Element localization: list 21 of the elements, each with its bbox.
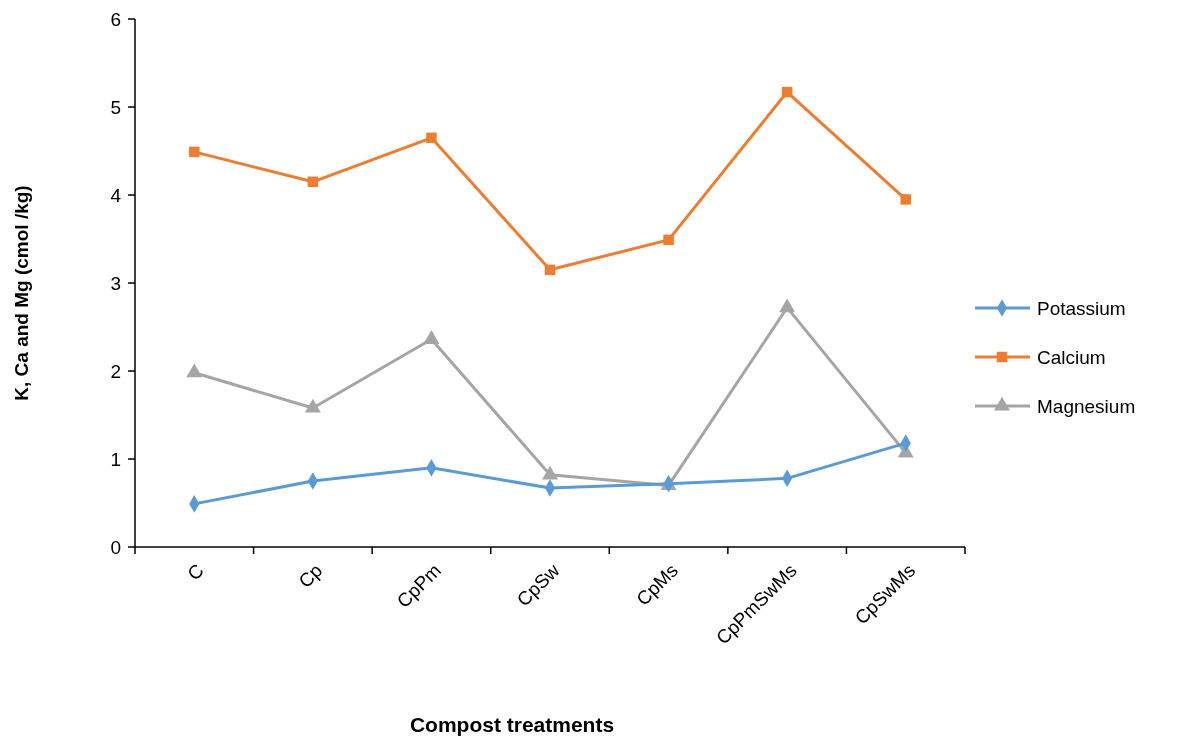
point <box>663 234 674 246</box>
point <box>781 86 793 98</box>
y-tick-label: 6 <box>110 8 121 30</box>
x-tick-label: C <box>183 559 208 585</box>
x-tick-label: Cp <box>294 559 327 592</box>
legend-label: Magnesium <box>1037 395 1136 417</box>
point <box>189 146 200 158</box>
y-tick-label: 2 <box>110 360 121 382</box>
y-axis-title: K, Ca and Mg (cmol /kg) <box>11 185 32 401</box>
legend-label: Calcium <box>1037 346 1106 368</box>
point <box>544 264 556 276</box>
y-tick-label: 4 <box>110 184 122 206</box>
y-tick-label: 0 <box>110 536 121 558</box>
y-tick-label: 3 <box>110 272 121 294</box>
point <box>900 194 911 205</box>
point <box>307 176 319 188</box>
x-axis-title: Compost treatments <box>409 713 615 736</box>
y-tick-label: 1 <box>110 448 121 470</box>
y-tick-label: 5 <box>110 96 121 118</box>
legend-label: Potassium <box>1037 297 1126 319</box>
point <box>426 132 437 144</box>
